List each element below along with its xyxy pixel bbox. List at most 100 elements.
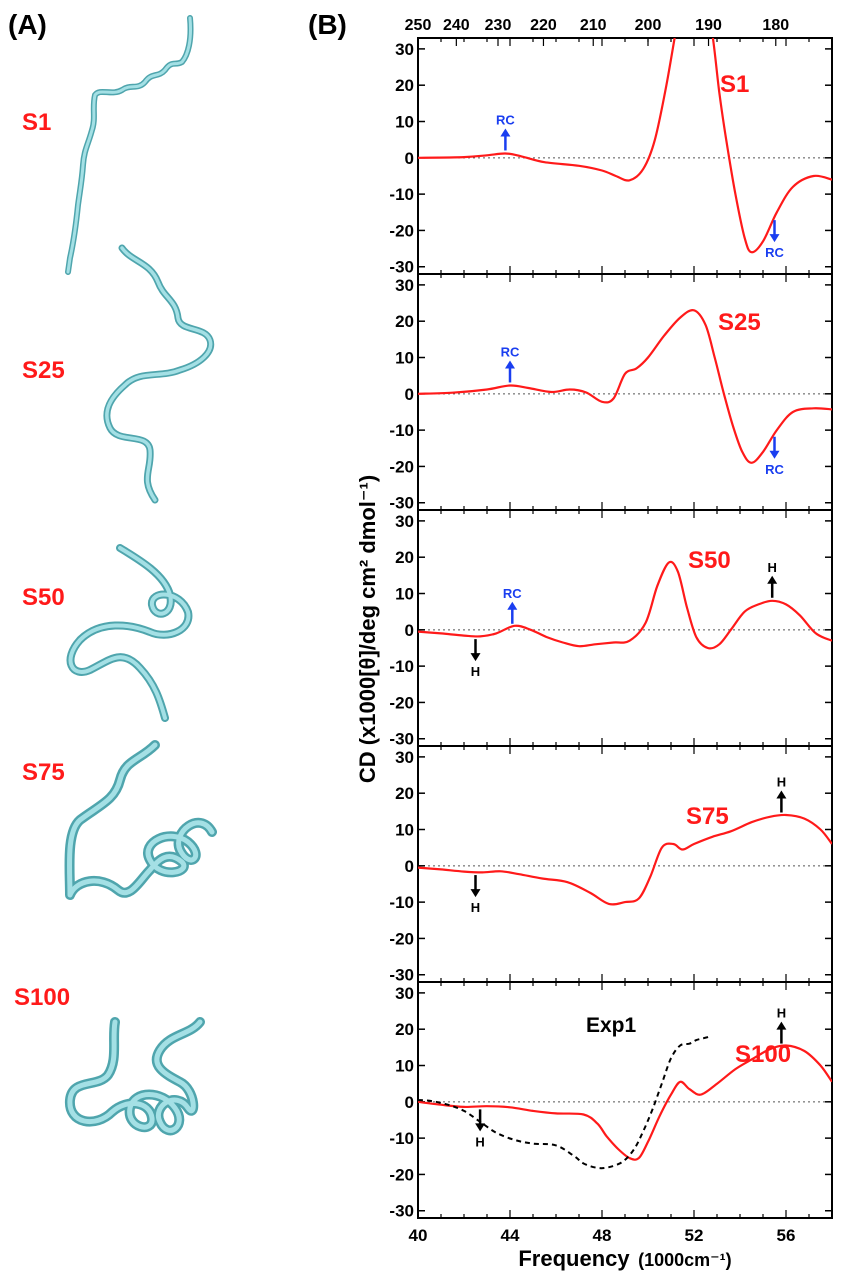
top-axis-tick-label: 210 <box>580 17 607 34</box>
top-axis-tick-label: 230 <box>485 17 512 34</box>
marker-label: H <box>475 1134 484 1149</box>
series-group <box>418 309 832 464</box>
cd-panel-2: 30 20 10 0 -10 -20 -30 S25 RC RC <box>389 273 833 513</box>
y-tick-label: 10 <box>395 585 414 604</box>
y-tick-label: -30 <box>389 1202 414 1221</box>
cd-panel-5: 30 20 10 0 -10 -20 -30 S100 Exp1 H H <box>389 981 833 1221</box>
cd-panel-4: 30 20 10 0 -10 -20 -30 S75 H H <box>389 745 833 985</box>
y-tick-label: 20 <box>395 76 414 95</box>
series-label-s100: S100 <box>735 1041 791 1068</box>
y-tick-label: -10 <box>389 1129 414 1148</box>
marker-arrow-head <box>507 601 518 610</box>
marker-rc-up: RC <box>503 586 522 624</box>
top-axis-tick-label: 180 <box>762 17 789 34</box>
series-label-s1: S1 <box>720 71 749 98</box>
panel-frame <box>417 509 833 747</box>
series-line-exp1 <box>418 1035 711 1170</box>
marker-label: H <box>768 560 777 575</box>
marker-arrow-head <box>776 790 787 799</box>
y-tick-label: -30 <box>389 258 414 277</box>
top-axis-tick-label: 200 <box>635 17 662 34</box>
cd-panels: 30 20 10 0 -10 -20 -30 S1 RC RC 30 20 10 0 -10 -20 -30 S2… <box>389 17 833 1245</box>
y-tick-label: 0 <box>405 1093 414 1112</box>
structure-label-s1: S1 <box>22 109 51 136</box>
y-tick-label: -10 <box>389 185 414 204</box>
x-tick-label: 56 <box>777 1226 796 1245</box>
top-axis-tick-label: 250 <box>405 17 432 34</box>
series-line-s1 <box>418 38 832 254</box>
marker-arrow-head <box>475 1123 486 1132</box>
x-axis-title-group: Frequency (1000cm⁻¹) <box>518 1246 731 1271</box>
y-tick-label: -30 <box>389 730 414 749</box>
series-line-s25 <box>418 309 832 464</box>
marker-arrow-head <box>769 450 780 459</box>
marker-label: RC <box>765 245 784 260</box>
y-tick-label: 0 <box>405 857 414 876</box>
marker-arrow-head <box>470 653 481 662</box>
y-tick-label: 20 <box>395 312 414 331</box>
x-tick-label: 40 <box>409 1226 428 1245</box>
y-tick-label: 10 <box>395 1057 414 1076</box>
y-tick-label: 10 <box>395 349 414 368</box>
y-tick-label: -10 <box>389 421 414 440</box>
series-group <box>418 1035 832 1170</box>
x-tick-label: 44 <box>501 1226 520 1245</box>
marker-label: H <box>777 775 786 790</box>
series-label-exp1: Exp1 <box>586 1014 637 1037</box>
x-axis-unit: (1000cm⁻¹) <box>638 1250 732 1270</box>
top-axis-tick-label: 240 <box>443 17 470 34</box>
y-tick-label: -20 <box>389 929 414 948</box>
y-tick-label: 0 <box>405 149 414 168</box>
y-tick-label: -30 <box>389 494 414 513</box>
marker-h-down: H <box>470 639 481 679</box>
y-tick-label: 20 <box>395 784 414 803</box>
y-tick-label: -30 <box>389 966 414 985</box>
marker-rc-down: RC <box>765 436 784 477</box>
marker-h-up: H <box>776 1006 787 1044</box>
marker-label: H <box>471 900 480 915</box>
top-axis-tick-label: 190 <box>695 17 722 34</box>
series-label-s25: S25 <box>718 309 761 336</box>
series-line-s50 <box>418 560 832 650</box>
y-tick-label: 30 <box>395 748 414 767</box>
marker-rc-down: RC <box>765 220 784 260</box>
x-axis-title: Frequency <box>518 1246 630 1271</box>
structure-label-s75: S75 <box>22 759 65 786</box>
marker-h-down: H <box>475 1109 486 1149</box>
y-tick-label: -20 <box>389 1165 414 1184</box>
marker-label: H <box>777 1006 786 1021</box>
structure-s75-image <box>64 740 217 900</box>
x-tick-label: 52 <box>685 1226 704 1245</box>
y-tick-label: -20 <box>389 693 414 712</box>
marker-arrow-head <box>776 1021 787 1030</box>
panel-frame <box>417 745 833 983</box>
series-group <box>418 38 832 254</box>
y-tick-label: -10 <box>389 893 414 912</box>
panel-b-label: (B) <box>308 9 347 40</box>
protein-structures <box>64 15 217 1136</box>
y-tick-label: -20 <box>389 221 414 240</box>
y-tick-label: 30 <box>395 984 414 1003</box>
series-label-s75: S75 <box>686 803 729 830</box>
y-tick-label: 30 <box>395 276 414 295</box>
series-label-s50: S50 <box>688 547 731 574</box>
series-line-s100 <box>418 1044 832 1161</box>
marker-arrow-head <box>505 360 515 369</box>
marker-label: RC <box>496 112 515 127</box>
y-tick-label: 30 <box>395 512 414 531</box>
marker-arrow-head <box>500 128 511 137</box>
y-tick-label: 10 <box>395 113 414 132</box>
marker-rc-up: RC <box>501 344 520 383</box>
marker-label: H <box>471 664 480 679</box>
marker-rc-up: RC <box>496 112 515 151</box>
y-tick-label: 30 <box>395 40 414 59</box>
cd-panel-3: 30 20 10 0 -10 -20 -30 S50 H RC H <box>389 509 833 749</box>
marker-h-up: H <box>776 775 787 813</box>
y-tick-label: -10 <box>389 657 414 676</box>
y-tick-label: 0 <box>405 621 414 640</box>
structure-label-s25: S25 <box>22 357 65 384</box>
x-tick-label: 48 <box>593 1226 612 1245</box>
series-group <box>418 560 832 650</box>
